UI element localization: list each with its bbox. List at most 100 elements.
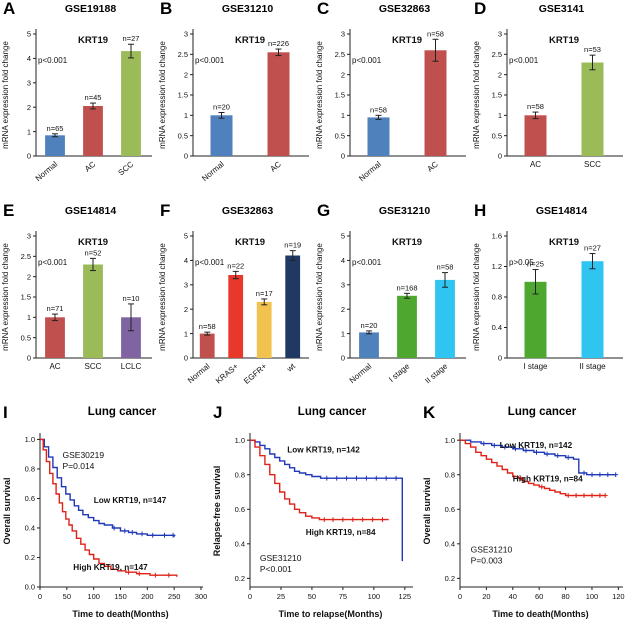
svg-text:3: 3 xyxy=(184,281,188,290)
n-label: n=17 xyxy=(256,289,273,298)
svg-text:0.8: 0.8 xyxy=(492,293,502,302)
bar xyxy=(121,317,141,358)
panel-title-K: Lung cancer xyxy=(507,406,577,418)
svg-text:2.5: 2.5 xyxy=(492,50,502,59)
bar xyxy=(367,117,390,156)
svg-text:0: 0 xyxy=(184,152,188,161)
svg-text:3: 3 xyxy=(184,30,188,39)
panel-letter-G: G xyxy=(317,201,331,220)
bar-chart-E: 0 0.5 1 1.5 2 2.5 3 mRNA expression fold change… xyxy=(0,218,157,409)
svg-text:2: 2 xyxy=(184,305,188,314)
panel-letter-I: I xyxy=(3,403,8,422)
y-axis-label: mRNA expression fold change xyxy=(158,243,167,351)
bar xyxy=(45,135,65,156)
panel-title-D: GSE3141 xyxy=(538,3,585,15)
svg-text:0.5: 0.5 xyxy=(335,131,345,140)
svg-text:1.0: 1.0 xyxy=(25,435,35,444)
n-label: n=20 xyxy=(213,103,230,112)
panel-J: J Lung cancer 0.2 0.4 0.6 0.8 1.0 0 25 50 75 100 1… xyxy=(210,404,420,623)
y-axis-label: Overall survival xyxy=(422,477,432,544)
panel-letter-F: F xyxy=(160,201,171,220)
n-label: n=71 xyxy=(47,304,64,313)
svg-text:0: 0 xyxy=(341,354,345,363)
n-label: n=27 xyxy=(123,34,140,43)
svg-text:1.5: 1.5 xyxy=(492,91,502,100)
n-label: n=58 xyxy=(527,102,544,111)
km-curve xyxy=(460,439,606,497)
panel-F: F GSE32863 0 1 2 3 4 5 mRNA expression fold ch… xyxy=(157,202,314,404)
x-category: AC xyxy=(83,160,97,174)
svg-text:3: 3 xyxy=(498,30,502,39)
svg-text:0: 0 xyxy=(498,152,502,161)
svg-text:0.4: 0.4 xyxy=(492,323,502,332)
p-value: P<0.001 xyxy=(260,564,292,574)
svg-text:0.2: 0.2 xyxy=(235,574,245,583)
svg-text:0.8: 0.8 xyxy=(235,470,245,479)
panel-C: C GSE32863 0 0.5 1 1.5 2 2.5 3 mRNA expression … xyxy=(314,0,471,202)
n-label: n=168 xyxy=(396,283,417,292)
y-axis-label: Relapse-free survival xyxy=(212,466,222,557)
panel-title-B: GSE31210 xyxy=(221,3,274,15)
x-category: wt xyxy=(284,361,297,374)
svg-text:5: 5 xyxy=(341,232,345,241)
panel-letter-B: B xyxy=(160,0,173,18)
svg-text:1: 1 xyxy=(498,111,502,120)
x-category: Normal xyxy=(200,159,226,183)
svg-text:1: 1 xyxy=(341,111,345,120)
svg-text:20: 20 xyxy=(482,592,490,601)
svg-text:1.6: 1.6 xyxy=(492,232,502,241)
svg-text:75: 75 xyxy=(339,592,347,601)
svg-text:1: 1 xyxy=(184,329,188,338)
series-label: High KRT19, n=147 xyxy=(73,563,148,572)
y-axis-label: Overall survival xyxy=(2,477,12,544)
series-label: Low KRT19, n=142 xyxy=(287,445,360,454)
svg-text:0.8: 0.8 xyxy=(25,465,35,474)
panel-letter-J: J xyxy=(213,403,223,422)
y-axis-label: mRNA expression fold change xyxy=(1,41,10,149)
bar xyxy=(267,52,290,156)
x-category: SCC xyxy=(584,160,601,169)
svg-text:4: 4 xyxy=(341,256,345,265)
panel-D: D GSE3141 0 0.5 1 1.5 2 2.5 3 mRNA expression f… xyxy=(471,0,628,202)
panel-letter-C: C xyxy=(317,0,330,18)
x-axis-label: Time to relapse(Months) xyxy=(279,609,383,619)
svg-text:0.5: 0.5 xyxy=(178,131,188,140)
bar xyxy=(83,106,103,156)
p-value: p<0.001 xyxy=(352,56,382,65)
svg-text:2.5: 2.5 xyxy=(335,50,345,59)
km-curve xyxy=(250,439,403,562)
survival-row: I Lung cancer 0.0 0.2 0.4 0.6 0.8 1.0 0 50 100 15… xyxy=(0,404,631,623)
x-category: EGFR+ xyxy=(242,361,269,385)
x-category: SCC xyxy=(117,159,136,177)
n-label: n=53 xyxy=(584,45,601,54)
svg-text:0.4: 0.4 xyxy=(445,540,455,549)
svg-text:120: 120 xyxy=(612,592,625,601)
y-axis-label: mRNA expression fold change xyxy=(315,41,324,149)
svg-text:4: 4 xyxy=(184,256,188,265)
svg-text:125: 125 xyxy=(399,592,412,601)
svg-text:5: 5 xyxy=(184,232,188,241)
panel-letter-D: D xyxy=(474,0,487,18)
p-value: p>0.05 xyxy=(509,258,534,267)
panel-letter-E: E xyxy=(3,201,15,220)
x-category: Normal xyxy=(186,361,212,385)
svg-text:150: 150 xyxy=(114,592,127,601)
n-label: n=52 xyxy=(85,248,102,257)
svg-text:0.5: 0.5 xyxy=(492,131,502,140)
svg-text:0: 0 xyxy=(248,592,252,601)
gene-label: KRT19 xyxy=(392,35,422,46)
gene-label: KRT19 xyxy=(392,237,422,248)
km-curve xyxy=(40,438,175,537)
x-category: AC xyxy=(425,160,439,174)
p-value: p<0.001 xyxy=(352,258,382,267)
bar xyxy=(83,264,103,358)
survival-chart-K: 0.2 0.4 0.6 0.8 1.0 0 20 40 60 80 100 120 Overall su… xyxy=(420,421,630,626)
dataset-id: GSE31210 xyxy=(471,545,513,555)
n-label: n=65 xyxy=(47,124,64,133)
series-label: High KRT19, n=84 xyxy=(306,528,376,537)
x-category: AC xyxy=(530,160,541,169)
bar-chart-H: 0 0.4 0.8 1.2 1.6 mRNA expression fold change… xyxy=(471,218,628,409)
svg-text:100: 100 xyxy=(87,592,100,601)
x-category: I stage xyxy=(523,362,548,371)
svg-text:0.0: 0.0 xyxy=(25,583,35,592)
